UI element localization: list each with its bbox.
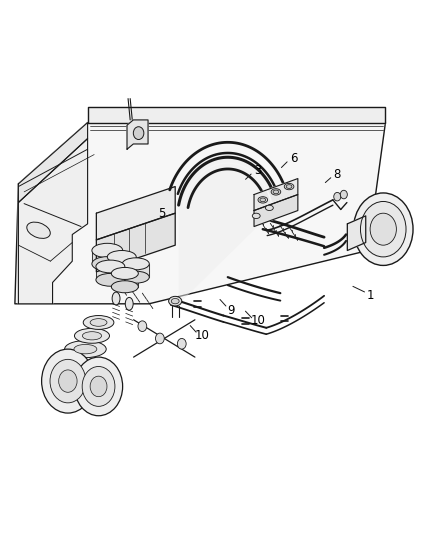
Polygon shape	[122, 264, 149, 277]
Ellipse shape	[252, 213, 260, 219]
Ellipse shape	[82, 332, 102, 340]
Circle shape	[155, 333, 164, 344]
Ellipse shape	[169, 296, 182, 306]
Circle shape	[340, 190, 347, 199]
Text: 5: 5	[159, 207, 166, 220]
Circle shape	[138, 321, 147, 332]
Circle shape	[334, 192, 341, 201]
Polygon shape	[254, 179, 298, 211]
Circle shape	[42, 349, 94, 413]
Ellipse shape	[74, 344, 97, 354]
Ellipse shape	[258, 197, 268, 203]
Circle shape	[133, 127, 144, 140]
Circle shape	[50, 359, 86, 403]
Ellipse shape	[111, 281, 138, 293]
Text: 10: 10	[251, 314, 266, 327]
Polygon shape	[18, 139, 88, 304]
Ellipse shape	[96, 273, 125, 286]
Circle shape	[360, 201, 406, 257]
Circle shape	[90, 376, 107, 397]
Ellipse shape	[286, 185, 292, 189]
Ellipse shape	[92, 257, 123, 271]
Ellipse shape	[83, 316, 114, 329]
Ellipse shape	[74, 328, 110, 343]
Ellipse shape	[125, 297, 133, 310]
Polygon shape	[96, 187, 175, 240]
Text: 3: 3	[254, 164, 261, 177]
Polygon shape	[254, 195, 298, 227]
Polygon shape	[96, 213, 175, 272]
Polygon shape	[92, 251, 123, 264]
Ellipse shape	[27, 222, 50, 238]
Circle shape	[177, 338, 186, 349]
Ellipse shape	[260, 198, 265, 201]
Ellipse shape	[90, 319, 107, 326]
Polygon shape	[111, 273, 138, 287]
Ellipse shape	[64, 341, 106, 358]
Polygon shape	[127, 120, 148, 149]
Text: 1: 1	[366, 289, 374, 302]
Polygon shape	[107, 257, 136, 270]
Ellipse shape	[122, 258, 149, 270]
Ellipse shape	[107, 251, 136, 263]
Ellipse shape	[265, 205, 273, 211]
Polygon shape	[96, 266, 125, 280]
Text: 10: 10	[195, 329, 210, 342]
Ellipse shape	[273, 190, 279, 194]
Polygon shape	[88, 107, 385, 123]
Circle shape	[59, 370, 77, 392]
Circle shape	[353, 193, 413, 265]
Ellipse shape	[112, 292, 120, 305]
Circle shape	[74, 357, 123, 416]
Polygon shape	[15, 123, 385, 304]
Polygon shape	[347, 216, 366, 251]
Circle shape	[370, 213, 396, 245]
Circle shape	[82, 367, 115, 406]
Ellipse shape	[271, 189, 281, 195]
Ellipse shape	[171, 298, 179, 304]
Text: 6: 6	[290, 152, 298, 165]
Ellipse shape	[107, 264, 136, 277]
Ellipse shape	[92, 243, 123, 257]
Ellipse shape	[111, 268, 138, 279]
Text: 8: 8	[334, 168, 341, 181]
Ellipse shape	[122, 271, 149, 283]
Text: 9: 9	[227, 304, 235, 317]
Ellipse shape	[96, 260, 125, 273]
Ellipse shape	[284, 183, 294, 190]
Polygon shape	[18, 123, 88, 203]
